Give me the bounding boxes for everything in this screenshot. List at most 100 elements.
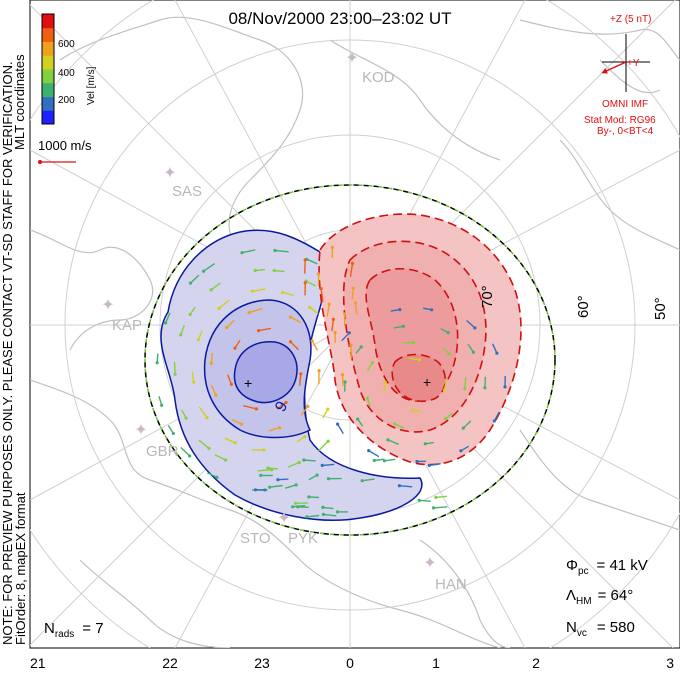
station-marker: ✦ xyxy=(423,555,436,572)
velocity-vector xyxy=(322,463,335,467)
mlt-label-1: 1 xyxy=(432,655,440,671)
velocity-vector xyxy=(349,263,354,277)
plot-frame xyxy=(29,0,680,649)
velocity-vector xyxy=(429,463,441,467)
mlt-label-21: 21 xyxy=(30,655,46,671)
velocity-vectors xyxy=(155,245,507,519)
velocity-vector xyxy=(167,425,174,434)
velocity-vector xyxy=(491,343,498,354)
velocity-vector xyxy=(387,439,399,445)
velocity-vector xyxy=(282,291,295,297)
velocity-vector xyxy=(226,319,235,329)
coastlines xyxy=(30,16,680,648)
velocity-vector xyxy=(173,361,176,375)
velocity-vector xyxy=(164,312,171,324)
velocity-vector xyxy=(440,327,449,334)
velocity-vector xyxy=(203,263,216,272)
mlt-label-23: 23 xyxy=(254,655,270,671)
velocity-vector xyxy=(214,454,227,461)
station-marker: ✦ xyxy=(163,165,176,182)
velocity-vector xyxy=(267,467,278,470)
positive-cell-maximum: + xyxy=(423,374,431,390)
colorbar-label: Vel [m/s] xyxy=(86,66,97,105)
velocity-vector xyxy=(466,319,476,329)
velocity-vector xyxy=(224,437,236,444)
velocity-vector xyxy=(299,373,302,386)
velocity-vector xyxy=(180,325,185,336)
station-marker: ✦ xyxy=(345,50,358,67)
station-marker: ✦ xyxy=(101,297,114,314)
velocity-vector xyxy=(343,381,346,392)
imf-z-label: +Z (5 nT) xyxy=(610,14,651,25)
imf-dial: +Z (5 nT) +Y OMNI IMF Stat Mod: RG96 By-… xyxy=(584,14,656,137)
velocity-vector xyxy=(354,302,358,315)
positive-cell: + xyxy=(318,213,522,466)
velocity-vector xyxy=(341,374,344,387)
velocity-vector xyxy=(252,288,266,292)
velocity-vector xyxy=(305,280,317,287)
velocity-vector xyxy=(248,307,263,314)
velocity-vector xyxy=(257,469,272,472)
velocity-vector xyxy=(198,406,208,419)
velocity-vector xyxy=(320,288,324,302)
velocity-vector xyxy=(484,376,487,388)
colorbar-segment xyxy=(42,14,54,29)
colorbar-segment xyxy=(42,55,54,70)
velocity-vector xyxy=(435,495,447,499)
velocity-vector xyxy=(306,258,318,265)
velocity-vector xyxy=(210,282,221,291)
velocity-vector xyxy=(383,382,386,393)
velocity-vector xyxy=(290,316,301,324)
velocity-vector xyxy=(304,259,306,274)
velocity-vector xyxy=(210,352,214,364)
velocity-vector xyxy=(390,308,400,312)
mlt-label-3: 3 xyxy=(666,655,674,671)
velocity-vector xyxy=(464,377,467,389)
velocity-vector xyxy=(374,458,385,462)
velocity-vector xyxy=(227,374,233,385)
velocity-vector xyxy=(362,478,375,482)
velocity-vector xyxy=(412,409,421,412)
colorbar-tick-400: 400 xyxy=(58,68,75,79)
velocity-vector xyxy=(276,401,287,410)
velocity-vector xyxy=(331,319,335,332)
velocity-vector xyxy=(292,504,306,508)
velocity-vector xyxy=(180,446,191,457)
velocity-vector xyxy=(274,269,285,273)
velocity-vector xyxy=(269,484,283,488)
station-label-kod: KOD xyxy=(362,69,395,86)
velocity-vector xyxy=(206,472,218,479)
colorbar-tick-600: 600 xyxy=(58,39,75,50)
negative-cell-minimum: + xyxy=(244,375,252,391)
velocity-vector xyxy=(241,249,256,254)
colorbar-segment xyxy=(42,82,54,97)
velocity-vector xyxy=(258,327,271,332)
station-marker: ✦ xyxy=(277,510,290,527)
colorbar-segment xyxy=(42,96,54,111)
velocity-vector xyxy=(274,249,289,253)
station-label-sto: STO xyxy=(240,530,271,547)
velocity-colorbar: 600 400 200 Vel [m/s] xyxy=(41,13,97,125)
nvc-stat: Nvc = 580 xyxy=(566,619,635,639)
velocity-vector xyxy=(218,299,230,309)
velocity-vector xyxy=(243,405,257,410)
velocity-vector xyxy=(303,459,316,462)
velocity-vector xyxy=(399,485,413,488)
velocity-vector xyxy=(290,341,299,351)
nrads-stat: Nrads = 7 xyxy=(44,620,104,640)
velocity-vector xyxy=(197,330,203,340)
velocity-vector xyxy=(231,418,242,425)
velocity-vector xyxy=(306,514,320,518)
imf-y-label: +Y xyxy=(627,58,640,69)
station-marker: ✦ xyxy=(134,422,147,439)
lambda-hm-stat: ΛHM = 64° xyxy=(566,587,633,607)
velocity-vector xyxy=(355,346,362,354)
mlt-label-22: 22 xyxy=(162,655,178,671)
vector-origin xyxy=(155,361,159,365)
lat-label-70: 70° xyxy=(479,285,496,308)
station-label-gbr: GBR xyxy=(146,443,179,460)
lat-label-50: 50° xyxy=(652,297,669,320)
colorbar-segment xyxy=(42,41,54,56)
velocity-vector xyxy=(322,408,329,419)
